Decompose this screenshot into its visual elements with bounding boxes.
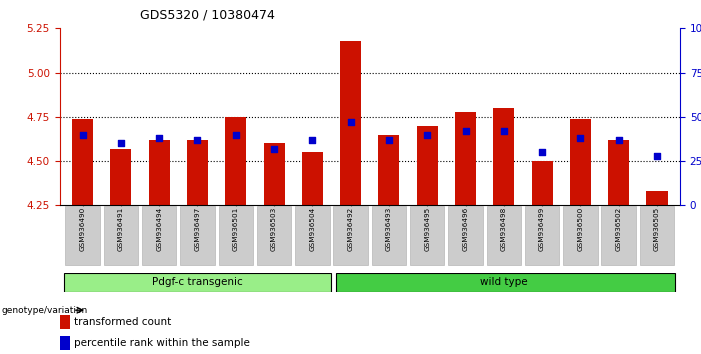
Bar [60,336,70,350]
Text: GSM936494: GSM936494 [156,207,162,251]
Text: GSM936503: GSM936503 [271,207,277,251]
Text: GSM936490: GSM936490 [79,207,86,251]
Text: GDS5320 / 10380474: GDS5320 / 10380474 [140,8,275,21]
Text: GSM936499: GSM936499 [539,207,545,251]
Text: wild type: wild type [480,277,528,287]
Bar [60,315,70,329]
FancyBboxPatch shape [142,206,177,265]
Text: GSM936495: GSM936495 [424,207,430,251]
FancyBboxPatch shape [372,206,406,265]
FancyBboxPatch shape [448,206,483,265]
Bar [187,140,208,205]
Bar [379,135,400,205]
Text: GSM936501: GSM936501 [233,207,239,251]
Text: GSM936502: GSM936502 [615,207,622,251]
Point [268,146,280,152]
Text: genotype/variation: genotype/variation [1,306,88,315]
FancyBboxPatch shape [486,206,521,265]
FancyBboxPatch shape [180,206,215,265]
Text: GSM936493: GSM936493 [386,207,392,251]
Bar [302,152,323,205]
FancyBboxPatch shape [525,206,559,265]
Point [421,132,433,137]
Bar [149,140,170,205]
Text: GSM936496: GSM936496 [463,207,468,251]
Bar [570,119,591,205]
Bar [340,41,361,205]
FancyBboxPatch shape [336,273,675,292]
FancyBboxPatch shape [65,206,100,265]
FancyBboxPatch shape [601,206,636,265]
Point [498,128,510,134]
FancyBboxPatch shape [334,206,368,265]
Point [383,137,395,143]
Point [154,135,165,141]
Bar [531,161,552,205]
Point [651,153,662,159]
Point [613,137,625,143]
Point [575,135,586,141]
Point [115,141,126,146]
Bar [225,117,246,205]
Text: transformed count: transformed count [74,317,171,327]
Point [460,128,471,134]
FancyBboxPatch shape [219,206,253,265]
Bar [72,119,93,205]
Bar [608,140,629,205]
Bar [110,149,131,205]
Text: GSM936492: GSM936492 [348,207,353,251]
Text: Pdgf-c transgenic: Pdgf-c transgenic [152,277,243,287]
FancyBboxPatch shape [257,206,292,265]
Point [536,149,547,155]
FancyBboxPatch shape [64,273,331,292]
FancyBboxPatch shape [104,206,138,265]
FancyBboxPatch shape [640,206,674,265]
Bar [416,126,437,205]
FancyBboxPatch shape [410,206,444,265]
Point [77,132,88,137]
Bar [455,112,476,205]
Point [345,119,356,125]
Text: GSM936504: GSM936504 [309,207,315,251]
Point [307,137,318,143]
FancyBboxPatch shape [295,206,329,265]
Text: GSM936500: GSM936500 [578,207,583,251]
Point [192,137,203,143]
Text: GSM936497: GSM936497 [194,207,200,251]
Text: GSM936498: GSM936498 [501,207,507,251]
Bar [494,108,515,205]
Bar [264,143,285,205]
Text: GSM936505: GSM936505 [654,207,660,251]
FancyBboxPatch shape [563,206,598,265]
Text: percentile rank within the sample: percentile rank within the sample [74,338,250,348]
Text: GSM936491: GSM936491 [118,207,124,251]
Bar [646,191,667,205]
Point [230,132,241,137]
